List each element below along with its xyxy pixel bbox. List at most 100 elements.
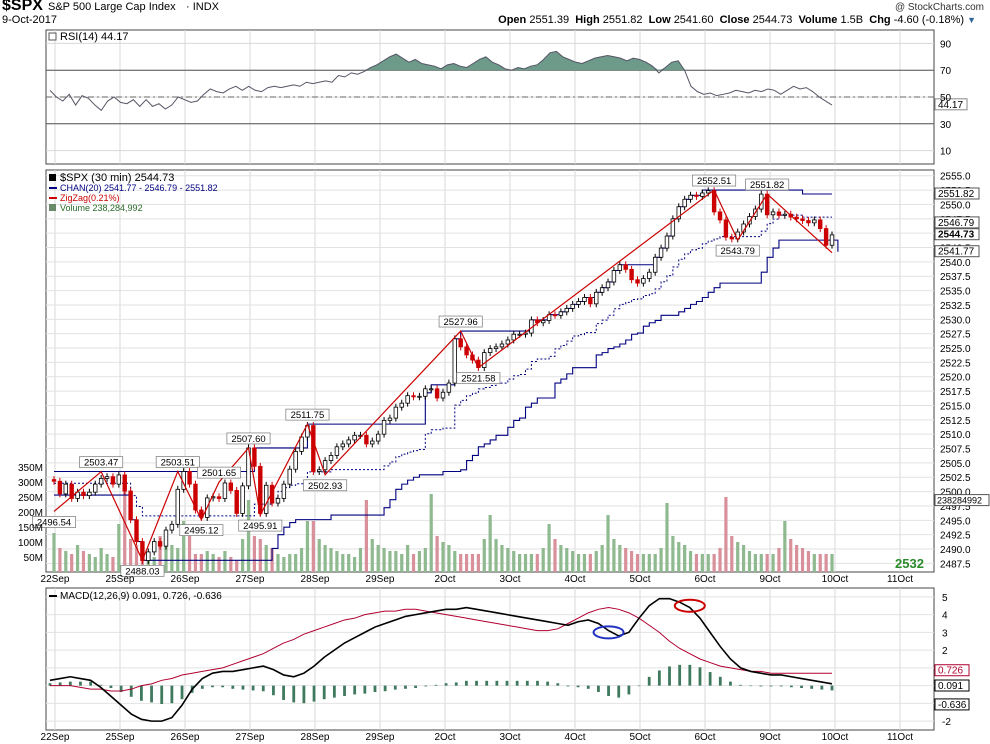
volume-bar xyxy=(358,548,363,572)
x-tick-label: 5Oct xyxy=(629,732,650,743)
price-tick-label: 2497.5 xyxy=(940,502,971,513)
price-candle-body xyxy=(647,271,652,279)
volume-bar xyxy=(494,539,498,572)
volume-bar xyxy=(753,554,757,572)
price-candle-body xyxy=(759,193,764,210)
volume-bar xyxy=(235,560,239,572)
volume-bar xyxy=(417,551,422,572)
macd-histogram-bar xyxy=(525,680,529,686)
rsi-tick-label: 70 xyxy=(940,66,952,77)
volume-bar xyxy=(459,554,463,572)
x-tick-label: 4Oct xyxy=(564,574,585,585)
price-candle-body xyxy=(252,447,257,467)
price-candle-body xyxy=(446,382,452,393)
price-candle-body xyxy=(116,474,122,485)
macd-histogram-bar xyxy=(231,685,235,689)
volume-bar xyxy=(205,551,209,572)
x-tick-label: 28Sep xyxy=(301,574,330,585)
volume-bar xyxy=(388,551,392,572)
price-candle-body xyxy=(458,338,463,348)
ohlc-readout: Open 2551.39 High 2551.82 Low 2541.60 Cl… xyxy=(498,14,976,26)
macd-histogram-bar xyxy=(607,685,610,697)
rsi-legend-text: RSI(14) 44.17 xyxy=(60,31,128,43)
zigzag-label: 2552.51 xyxy=(697,176,731,187)
volume-bar xyxy=(488,515,492,572)
volume-bar xyxy=(700,554,704,572)
volume-bar xyxy=(81,551,86,572)
zigzag-label: 2488.03 xyxy=(125,566,159,577)
macd-histogram-bar xyxy=(546,681,550,686)
price-candle-body xyxy=(682,198,687,208)
macd-histogram-bar xyxy=(251,685,255,691)
volume-bar xyxy=(453,551,457,572)
price-candle-body xyxy=(452,338,457,384)
rsi-tick-label: 50 xyxy=(940,93,952,104)
price-candle-body xyxy=(511,333,516,341)
volume-bar xyxy=(671,536,675,572)
volume-tick-label: 300M xyxy=(18,478,43,489)
macd-tick-label: 2 xyxy=(942,646,948,657)
volume-bar xyxy=(158,536,162,572)
price-candle-body xyxy=(829,234,835,246)
price-candle-body xyxy=(582,297,587,302)
volume-bar xyxy=(765,554,769,572)
price-candle-body xyxy=(169,523,175,531)
x-tick-label: 2Oct xyxy=(434,732,455,743)
volume-badge xyxy=(934,494,990,507)
price-candle-body xyxy=(688,194,693,200)
macd-histogram-bar xyxy=(58,682,62,686)
volume-tick-label: 100M xyxy=(18,538,43,549)
volume-bar xyxy=(683,545,687,572)
chart-header: $SPX S&P 500 Large Cap Index · INDX 9-Oc… xyxy=(0,0,990,28)
volume-bar xyxy=(830,554,834,572)
zigzag-label: 2501.65 xyxy=(202,468,236,479)
zigzag-label-box xyxy=(303,479,348,492)
volume-bar xyxy=(229,557,233,572)
volume-bar xyxy=(217,557,221,572)
price-candle-body xyxy=(411,395,416,398)
price-candle-body xyxy=(770,211,776,216)
volume-bar xyxy=(441,542,445,572)
price-candle-body xyxy=(629,268,634,281)
price-tick-label: 2520.0 xyxy=(940,373,971,384)
candle-layer xyxy=(51,187,835,564)
volume-bar xyxy=(329,548,333,572)
price-legend-text: $SPX (30 min) 2544.73 xyxy=(60,172,174,184)
volume-bar xyxy=(688,551,693,572)
price-candle-body xyxy=(157,541,163,547)
volume-bar xyxy=(311,521,315,572)
price-candle-body xyxy=(340,443,346,448)
price-candle-body xyxy=(617,264,623,271)
chevron-down-icon[interactable]: ▼ xyxy=(967,15,976,25)
volume-bar xyxy=(111,557,115,572)
volume-bar xyxy=(323,545,327,572)
volume-bar xyxy=(394,551,398,572)
macd-histogram-bar xyxy=(160,685,164,704)
volume-bar xyxy=(429,494,433,572)
x-tick-label: 26Sep xyxy=(171,574,200,585)
volume-bar xyxy=(677,542,681,572)
zigzag-label: 2543.79 xyxy=(721,246,755,257)
rsi-current-label: 44.17 xyxy=(938,100,963,111)
price-candle-body xyxy=(706,190,711,194)
price-candle-body xyxy=(676,206,681,220)
price-tick-label: 2510.0 xyxy=(940,430,971,441)
volume-bar xyxy=(724,497,728,572)
symbol-title: $SPX xyxy=(2,0,43,14)
macd-histogram-bar xyxy=(332,685,336,698)
x-tick-label: 9Oct xyxy=(759,732,780,743)
price-badge-label: 2546.79 xyxy=(938,218,975,229)
volume-bar xyxy=(665,503,669,572)
price-tick-label: 2540.0 xyxy=(940,258,971,269)
macd-histogram-bar xyxy=(454,682,458,686)
price-candle-body xyxy=(293,450,298,470)
x-tick-label: 4Oct xyxy=(564,732,585,743)
volume-bar xyxy=(641,554,645,572)
macd-histogram-bar xyxy=(475,680,478,686)
price-candle-body xyxy=(729,236,735,240)
macd-histogram-bar xyxy=(729,681,732,686)
volume-bar xyxy=(258,539,262,572)
price-candle-body xyxy=(375,433,381,442)
x-tick-label: 2Oct xyxy=(434,574,455,585)
